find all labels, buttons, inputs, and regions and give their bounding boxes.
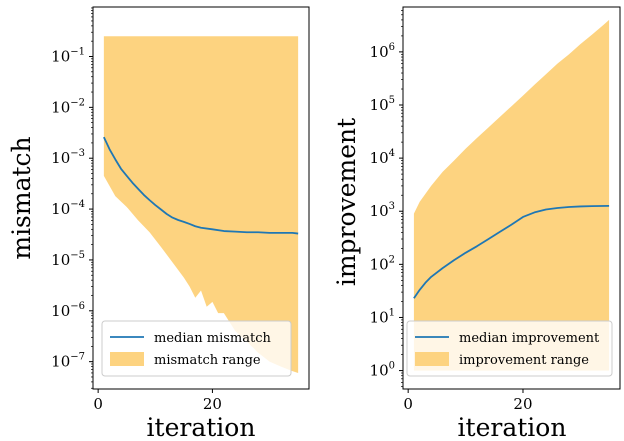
improvement-y-axis-title: improvement [332,118,361,286]
mismatch-y-tick-label: 10−2 [51,97,85,116]
mismatch-y-tick-label: 10−3 [51,148,85,167]
improvement-plot-area: 100 101 102 103 104 105 106 0 20 median improveme… [370,6,621,413]
improvement-x-tick-label: 20 [513,395,532,413]
mismatch-plot-area: 10−7 10−6 10−5 10−4 10−3 10−2 10−1 0 20 median mi… [51,6,310,413]
mismatch-axes-frame [92,6,310,390]
improvement-y-tick-label: 101 [370,307,395,326]
mismatch-panel: 10−7 10−6 10−5 10−4 10−3 10−2 10−1 0 20 median mi… [7,6,310,441]
mismatch-y-axis-title: mismatch [7,136,36,259]
improvement-x-axis-title: iteration [458,413,567,441]
improvement-range-band [413,19,610,371]
mismatch-median-line [103,136,299,235]
mismatch-x-tick-label: 0 [93,395,103,413]
mismatch-legend-band-swatch [110,352,144,366]
mismatch-y-tick-label: 10−5 [51,250,85,269]
improvement-median-line [413,205,610,299]
improvement-y-tick-label: 103 [370,201,395,220]
improvement-x-tick-label: 0 [403,395,413,413]
improvement-y-tick-label: 104 [370,148,395,167]
improvement-y-tick-label: 105 [370,95,395,114]
improvement-y-tick-label: 100 [370,361,395,380]
improvement-axes-frame [402,6,621,390]
improvement-legend-box [406,320,613,377]
improvement-legend-band-swatch [415,352,449,366]
mismatch-legend-box [101,320,292,377]
mismatch-x-axis-title: iteration [147,413,256,441]
mismatch-legend-range-label: mismatch range [154,353,261,368]
improvement-y-tick-label: 102 [370,254,395,273]
improvement-y-tick-label: 106 [370,42,395,61]
mismatch-y-tick-label: 10−1 [51,46,85,65]
improvement-panel: 100 101 102 103 104 105 106 0 20 median improveme… [332,6,621,441]
mismatch-range-band [103,36,299,373]
mismatch-y-tick-label: 10−6 [51,301,85,320]
mismatch-y-tick-label: 10−4 [51,199,85,218]
mismatch-x-tick-label: 20 [203,395,222,413]
improvement-legend-median-label: median improvement [459,331,600,346]
mismatch-y-tick-label: 10−7 [51,352,85,371]
improvement-legend-range-label: improvement range [459,353,589,368]
mismatch-legend-median-label: median mismatch [154,331,271,346]
